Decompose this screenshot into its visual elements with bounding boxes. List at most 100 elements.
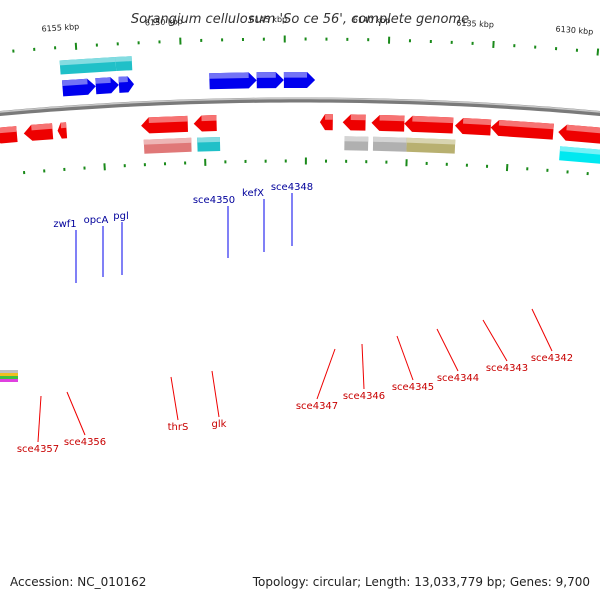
cog-band-sce4345-highlight [373,136,407,143]
leader-line [482,319,508,362]
reverse-gene-highlight [60,122,67,129]
reverse-gene-highlight [350,114,366,121]
gene-label-sce4342: sce4342 [531,353,573,364]
leader-line [361,343,365,390]
reverse-gene-highlight [463,118,492,126]
cog-band-glk-highlight [197,137,220,143]
forward-gene-kefX [256,72,284,89]
reverse-gene [455,118,492,136]
gene-label-sce4347: sce4347 [296,401,338,412]
cog-stripe [0,379,18,382]
reverse-gene-highlight [412,115,454,124]
cog-band-sce4342-highlight [559,146,600,155]
forward-gene-sce4350-highlight [209,72,249,79]
cog-band-sce4344 [406,137,456,154]
cog-band-sce4346 [344,136,369,151]
cog-band-sce4342 [559,146,600,164]
scale-label: 6155 kbp [41,22,79,34]
gene-label-pgl: pgl [113,211,128,222]
forward-gene-opcA-highlight [95,77,111,84]
forward-gene-opcA [95,77,119,95]
forward-gene-sce4350 [209,72,257,90]
cog-band-zwf1-highlight [59,57,116,66]
leader-line [37,395,42,443]
reverse-gene [193,115,217,132]
reverse-gene [490,120,554,140]
gene-label-sce4348: sce4348 [271,182,313,193]
reverse-gene-highlight [325,114,333,120]
outer-ring-tick [596,48,600,56]
leader-line [211,370,220,418]
cog-stripe [0,376,18,379]
leader-line [316,348,336,400]
reverse-gene [342,114,366,131]
gene-label-thrS: thrS [168,422,189,433]
scale-label: 6145 kbp [249,15,287,24]
reverse-gene [319,114,333,131]
leader-line [531,308,553,352]
cog-band-sce4346-highlight [344,136,369,142]
genes-layer [0,56,600,382]
scale-label: 6130 kbp [555,25,593,37]
gene-label-sce4346: sce4346 [343,391,385,402]
cog-band-sce4344-highlight [406,137,456,145]
leader-line [396,335,414,381]
forward-gene-pgl [118,76,134,93]
gene-label-zwf1: zwf1 [53,219,76,230]
gene-label-sce4344: sce4344 [437,373,479,384]
reverse-gene-highlight [148,115,188,123]
cog-band-sce4345 [372,136,407,152]
cog-band-thrS [143,137,192,154]
gene-label-sce4350: sce4350 [193,195,235,206]
leader-line [66,391,86,436]
forward-gene-kefX-highlight [256,72,276,78]
reverse-gene [404,115,454,134]
leader-line [170,376,179,421]
gene-label-sce4356: sce4356 [64,437,106,448]
gene-label-sce4343: sce4343 [486,363,528,374]
labels-layer: zwf1 opcA pgl sce4350 kefX sce4348 sce4357 sce4… [17,182,573,455]
scale-label: 6135 kbp [456,19,494,30]
reverse-gene [141,115,188,134]
cog-stripe [0,370,18,373]
cog-band-opcA-highlight [115,56,132,62]
gene-label-kefX: kefX [242,188,264,199]
gene-label-sce4345: sce4345 [392,382,434,393]
genome-backbone-highlight [0,97,600,113]
genome-summary-text: Topology: circular; Length: 13,033,779 b… [252,575,590,589]
gene-label-glk: glk [212,419,227,430]
cog-band-glk [197,137,221,152]
forward-gene-zwf1-highlight [62,78,88,86]
forward-gene-sce4348-highlight [283,72,308,78]
genome-backbone [0,97,600,117]
ticks-layer: 6130 kbp 6135 kbp 6140 kbp 6145 kbp 6150 kbp… [12,15,600,176]
forward-gene-zwf1 [62,78,96,97]
cog-band-zwf1 [59,57,117,75]
scale-label: 6150 kbp [145,17,183,27]
reverse-gene-highlight [31,123,53,131]
scale-label: 6140 kbp [353,15,391,25]
forward-gene-pgl-highlight [118,76,128,83]
reverse-gene-highlight [379,115,405,122]
cog-band-thrS-highlight [143,137,192,145]
reverse-gene [371,115,405,132]
reverse-gene [0,126,18,144]
reverse-gene-highlight [566,124,600,134]
cog-band-opcA [115,56,133,71]
backbone-layer [0,97,600,117]
reverse-gene [558,124,600,144]
gene-label-opcA: opcA [84,215,109,226]
forward-gene-sce4348 [283,72,316,88]
gene-label-sce4357: sce4357 [17,444,59,455]
reverse-gene-highlight [0,126,17,134]
leader-line [436,328,459,372]
cog-stripe [0,373,18,376]
reverse-gene-highlight [498,120,554,130]
reverse-gene [57,122,68,139]
reverse-gene [23,123,54,141]
map-title: Sorangium cellulosum 'So ce 56', complet… [131,12,469,27]
accession-text: Accession: NC_010162 [10,575,147,589]
reverse-gene-highlight [201,115,217,122]
